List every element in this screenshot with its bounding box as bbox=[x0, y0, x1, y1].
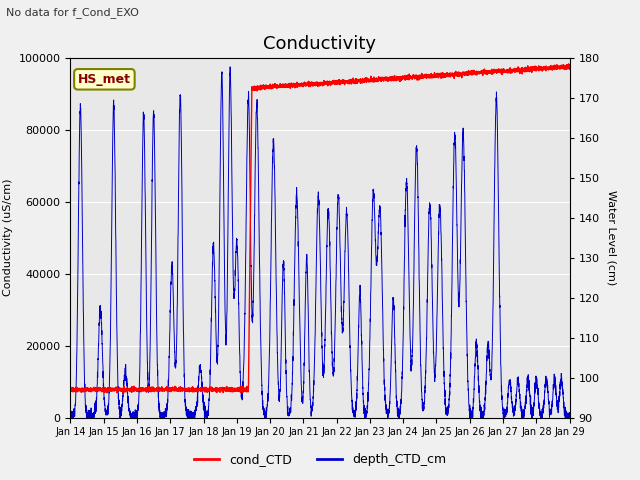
Text: No data for f_Cond_EXO: No data for f_Cond_EXO bbox=[6, 7, 140, 18]
Y-axis label: Conductivity (uS/cm): Conductivity (uS/cm) bbox=[3, 179, 13, 296]
Y-axis label: Water Level (cm): Water Level (cm) bbox=[607, 190, 616, 285]
Text: HS_met: HS_met bbox=[78, 73, 131, 86]
Title: Conductivity: Conductivity bbox=[264, 35, 376, 53]
Legend: cond_CTD, depth_CTD_cm: cond_CTD, depth_CTD_cm bbox=[189, 448, 451, 471]
